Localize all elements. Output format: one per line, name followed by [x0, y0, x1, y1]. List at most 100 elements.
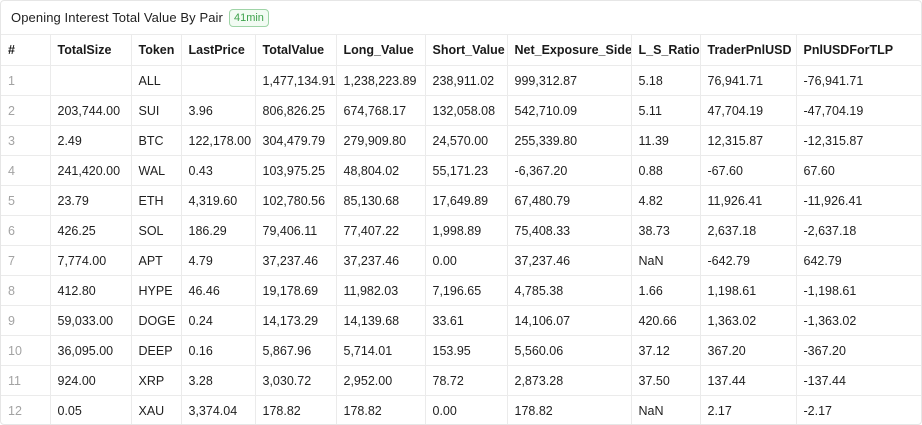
column-header[interactable]: Token	[131, 34, 182, 66]
table-row[interactable]: 7 7,774.00 APT 4.79 37,237.46 37,237.46 0.00 37…	[1, 245, 921, 276]
table-cell: -11,926.41	[796, 185, 921, 216]
table-row[interactable]: 3 2.49 BTC 122,178.00 304,479.79 279,909.80 24…	[1, 125, 921, 156]
table-body: 1 ALL 1,477,134.91 1,238,223.89 238,911.02 99…	[1, 65, 921, 424]
column-header[interactable]: L_S_Ratio	[631, 34, 701, 66]
table-cell: ETH	[131, 185, 182, 216]
table-cell: 0.00	[425, 245, 508, 276]
column-header[interactable]: LastPrice	[181, 34, 256, 66]
table-cell: 36,095.00	[50, 335, 132, 366]
table-cell: 7,774.00	[50, 245, 132, 276]
table-row[interactable]: 5 23.79 ETH 4,319.60 102,780.56 85,130.68 17,6…	[1, 185, 921, 216]
table-cell	[50, 65, 132, 96]
table-cell: 0.43	[181, 155, 256, 186]
table-cell: 2,952.00	[336, 365, 426, 396]
table-cell: 238,911.02	[425, 65, 508, 96]
table-row[interactable]: 8 412.80 HYPE 46.46 19,178.69 11,982.03 7,196.…	[1, 275, 921, 306]
row-index-cell: 11	[1, 365, 51, 396]
table-cell: 48,804.02	[336, 155, 426, 186]
table-row[interactable]: 4 241,420.00 WAL 0.43 103,975.25 48,804.02 55,…	[1, 155, 921, 186]
table-cell: 12,315.87	[700, 125, 797, 156]
table-row[interactable]: 12 0.05 XAU 3,374.04 178.82 178.82 0.00 178.82 N…	[1, 395, 921, 424]
column-header[interactable]: Short_Value	[425, 34, 508, 66]
column-header[interactable]: TotalSize	[50, 34, 132, 66]
row-index-cell: 5	[1, 185, 51, 216]
table-row[interactable]: 6 426.25 SOL 186.29 79,406.11 77,407.22 1,998.…	[1, 215, 921, 246]
table-cell: 153.95	[425, 335, 508, 366]
table-cell: 5.11	[631, 95, 701, 126]
column-header[interactable]: TotalValue	[255, 34, 337, 66]
table-cell: 0.24	[181, 305, 256, 336]
table-cell: 37.50	[631, 365, 701, 396]
table-cell: 11.39	[631, 125, 701, 156]
row-index-cell: 6	[1, 215, 51, 246]
panel-header: Opening Interest Total Value By Pair 41m…	[1, 1, 921, 34]
column-header[interactable]: #	[1, 34, 51, 66]
table-cell: 122,178.00	[181, 125, 256, 156]
table-cell: 47,704.19	[700, 95, 797, 126]
table-row[interactable]: 10 36,095.00 DEEP 0.16 5,867.96 5,714.01 153.9…	[1, 335, 921, 366]
table-cell: 542,710.09	[507, 95, 632, 126]
table-cell: -2.17	[796, 395, 921, 424]
table-cell: BTC	[131, 125, 182, 156]
table-cell: XRP	[131, 365, 182, 396]
table-cell: DOGE	[131, 305, 182, 336]
table-cell: 255,339.80	[507, 125, 632, 156]
table-cell: 137.44	[700, 365, 797, 396]
table-cell: 37,237.46	[255, 245, 337, 276]
row-index-cell: 3	[1, 125, 51, 156]
table-cell: 7,196.65	[425, 275, 508, 306]
table-cell: 14,106.07	[507, 305, 632, 336]
row-index-cell: 2	[1, 95, 51, 126]
table-cell: 4,785.38	[507, 275, 632, 306]
table-cell: 178.82	[336, 395, 426, 424]
row-index-cell: 9	[1, 305, 51, 336]
table-cell: 38.73	[631, 215, 701, 246]
open-interest-table: # TotalSize Token LastPrice TotalValue Long_V…	[1, 34, 921, 424]
table-cell: 999,312.87	[507, 65, 632, 96]
column-header[interactable]: PnlUSDForTLP	[796, 34, 921, 66]
table-cell: 46.46	[181, 275, 256, 306]
table-cell: 23.79	[50, 185, 132, 216]
table-cell: 178.82	[507, 395, 632, 424]
table-cell: -47,704.19	[796, 95, 921, 126]
column-header[interactable]: TraderPnlUSD	[700, 34, 797, 66]
table-cell: -642.79	[700, 245, 797, 276]
table-cell: 14,173.29	[255, 305, 337, 336]
table-cell: 5.18	[631, 65, 701, 96]
table-cell: 2,637.18	[700, 215, 797, 246]
table-cell: 76,941.71	[700, 65, 797, 96]
refresh-age-badge: 41min	[228, 8, 269, 27]
table-cell: 203,744.00	[50, 95, 132, 126]
table-cell: -1,198.61	[796, 275, 921, 306]
table-row[interactable]: 1 ALL 1,477,134.91 1,238,223.89 238,911.02 99…	[1, 65, 921, 96]
table-row[interactable]: 11 924.00 XRP 3.28 3,030.72 2,952.00 78.72 2,87…	[1, 365, 921, 396]
table-row[interactable]: 2 203,744.00 SUI 3.96 806,826.25 674,768.17 13…	[1, 95, 921, 126]
table-cell: 1,238,223.89	[336, 65, 426, 96]
column-header[interactable]: Net_Exposure_Side	[507, 34, 632, 66]
table-cell: 103,975.25	[255, 155, 337, 186]
table-cell: DEEP	[131, 335, 182, 366]
table-cell	[181, 65, 256, 96]
table-cell: 14,139.68	[336, 305, 426, 336]
table-cell: -76,941.71	[796, 65, 921, 96]
column-header[interactable]: Long_Value	[336, 34, 426, 66]
table-cell: 178.82	[255, 395, 337, 424]
table-cell: 102,780.56	[255, 185, 337, 216]
table-row[interactable]: 9 59,033.00 DOGE 0.24 14,173.29 14,139.68 33.6…	[1, 305, 921, 336]
table-cell: -367.20	[796, 335, 921, 366]
table-cell: 55,171.23	[425, 155, 508, 186]
table-cell: 5,714.01	[336, 335, 426, 366]
table-cell: 3.28	[181, 365, 256, 396]
row-index-cell: 8	[1, 275, 51, 306]
table-cell: 1,363.02	[700, 305, 797, 336]
table-cell: 4.82	[631, 185, 701, 216]
table-cell: -6,367.20	[507, 155, 632, 186]
table-cell: 4,319.60	[181, 185, 256, 216]
table-cell: 37.12	[631, 335, 701, 366]
row-index-cell: 1	[1, 65, 51, 96]
table-cell: 3,030.72	[255, 365, 337, 396]
table-cell: 1,998.89	[425, 215, 508, 246]
table-cell: 2,873.28	[507, 365, 632, 396]
table-cell: 2.49	[50, 125, 132, 156]
table-cell: 79,406.11	[255, 215, 337, 246]
